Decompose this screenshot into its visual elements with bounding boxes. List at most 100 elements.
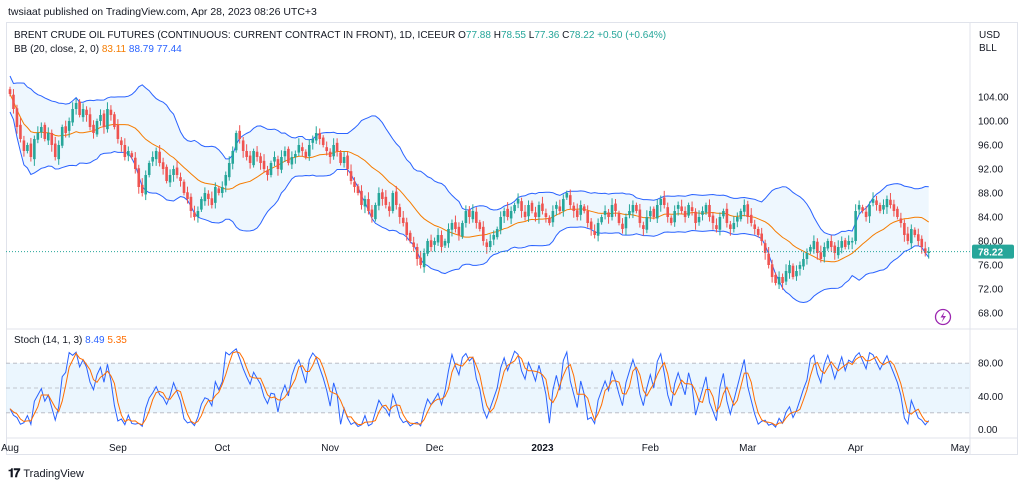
candle-body bbox=[36, 133, 40, 140]
candle-body bbox=[509, 211, 513, 219]
candle bbox=[172, 165, 175, 182]
candle bbox=[147, 160, 151, 178]
candle-body bbox=[527, 205, 530, 217]
candle bbox=[120, 136, 123, 152]
candle bbox=[850, 237, 854, 250]
candle-body bbox=[882, 205, 885, 210]
candle bbox=[711, 212, 715, 230]
candle bbox=[123, 138, 127, 161]
candle-body bbox=[154, 151, 158, 160]
price-tick-label: 72.00 bbox=[978, 285, 1003, 296]
candle bbox=[471, 204, 475, 223]
candle-body bbox=[168, 175, 172, 183]
candle-body bbox=[555, 205, 558, 209]
candle bbox=[819, 245, 823, 263]
candle bbox=[210, 191, 214, 209]
candle bbox=[593, 224, 596, 239]
candle-body bbox=[513, 205, 516, 211]
stoch-label: Stoch (14, 1, 3) bbox=[14, 335, 83, 346]
candle bbox=[718, 212, 722, 236]
candle-body bbox=[833, 245, 837, 253]
candle-body bbox=[889, 199, 892, 205]
candle-body bbox=[64, 126, 67, 133]
candle-body bbox=[245, 151, 248, 157]
candle bbox=[805, 248, 809, 265]
candle bbox=[92, 120, 95, 139]
candle bbox=[760, 227, 763, 246]
candle-body bbox=[655, 205, 659, 219]
candle bbox=[259, 152, 262, 170]
candle-body bbox=[95, 121, 99, 135]
candle-body bbox=[12, 94, 15, 109]
candle bbox=[638, 203, 642, 228]
candle-body bbox=[617, 213, 621, 223]
candle-body bbox=[436, 235, 440, 243]
candle bbox=[823, 242, 826, 263]
candle bbox=[572, 202, 576, 218]
candle-body bbox=[840, 241, 844, 248]
candle bbox=[165, 164, 168, 184]
candle bbox=[245, 144, 248, 161]
candle-body bbox=[763, 243, 767, 253]
candle bbox=[85, 106, 88, 122]
candle-body bbox=[819, 252, 823, 259]
candle bbox=[67, 117, 71, 138]
candle bbox=[304, 149, 308, 160]
candle bbox=[659, 195, 663, 212]
candle-body bbox=[798, 265, 802, 269]
candle-body bbox=[864, 211, 868, 217]
candle bbox=[388, 201, 391, 217]
candle-body bbox=[756, 229, 760, 235]
candle bbox=[287, 146, 290, 166]
candle bbox=[749, 208, 753, 227]
candle-body bbox=[659, 199, 663, 205]
candle bbox=[36, 126, 40, 144]
candle-body bbox=[384, 196, 388, 205]
candle-body bbox=[850, 241, 854, 243]
candle bbox=[565, 190, 569, 200]
candle-body bbox=[252, 151, 255, 166]
candle-body bbox=[26, 145, 29, 151]
candle-body bbox=[346, 155, 349, 169]
candle bbox=[753, 219, 757, 235]
time-tick-label: Mar bbox=[739, 443, 757, 454]
candle-body bbox=[548, 217, 551, 223]
candle bbox=[95, 118, 99, 137]
candle-body bbox=[294, 154, 297, 157]
candle-body bbox=[662, 197, 666, 205]
candle bbox=[391, 190, 395, 214]
candle bbox=[478, 219, 482, 232]
candle bbox=[892, 199, 896, 217]
bb-legend: BB (20, close, 2, 0) 83.11 88.79 77.44 bbox=[14, 44, 182, 55]
candle bbox=[475, 207, 478, 229]
candle-body bbox=[628, 211, 631, 215]
price-tick-label: 96.00 bbox=[978, 141, 1003, 152]
candle bbox=[683, 206, 687, 223]
candle-body bbox=[742, 205, 746, 212]
tradingview-logo-icon: 𝟏𝟕 bbox=[8, 466, 20, 480]
publisher-line: twsiaat published on TradingView.com, Ap… bbox=[8, 6, 317, 18]
candle-body bbox=[537, 205, 541, 217]
candle bbox=[325, 141, 328, 156]
candle bbox=[798, 261, 802, 276]
candle bbox=[635, 202, 638, 214]
candle-body bbox=[367, 199, 370, 211]
candle bbox=[568, 189, 572, 210]
candle-body bbox=[495, 229, 499, 238]
candle-body bbox=[701, 211, 704, 215]
candle-body bbox=[33, 139, 36, 160]
candle bbox=[234, 130, 238, 153]
ohlc-low: 77.36 bbox=[534, 30, 560, 41]
candle-body bbox=[217, 188, 221, 193]
candle bbox=[586, 205, 589, 228]
candle-body bbox=[593, 231, 596, 235]
candle-body bbox=[123, 145, 127, 157]
candle bbox=[102, 110, 106, 134]
candle bbox=[687, 202, 690, 218]
candle bbox=[168, 169, 172, 187]
candle-body bbox=[29, 143, 33, 157]
candle bbox=[607, 208, 610, 224]
candle-body bbox=[621, 223, 624, 229]
candle bbox=[589, 218, 593, 236]
